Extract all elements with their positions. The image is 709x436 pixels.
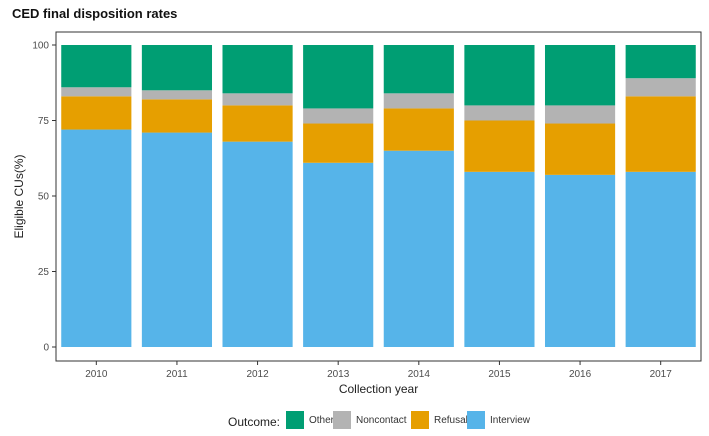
x-tick-label: 2014	[408, 369, 431, 380]
y-tick-label: 75	[38, 116, 50, 127]
bar-segment-refusal-2014	[383, 108, 454, 151]
legend-title: Outcome:	[228, 415, 281, 429]
bar-segment-interview-2010	[61, 129, 132, 347]
x-tick-label: 2016	[569, 369, 592, 380]
legend-key-noncontact	[333, 411, 351, 429]
bar-segment-interview-2017	[625, 171, 696, 347]
bar-segment-refusal-2011	[141, 99, 213, 133]
x-tick-label: 2015	[488, 369, 511, 380]
bar-segment-other-2012	[222, 45, 293, 94]
legend-key-interview	[467, 411, 485, 429]
bar-segment-noncontact-2013	[303, 108, 374, 124]
bar-segment-interview-2016	[544, 174, 616, 347]
legend-label-other: Other	[309, 415, 335, 426]
stacked-bar-chart: 0 25 50 75 100 2010 2011 2012 2013 2014 2015 2016 20…	[12, 31, 702, 396]
bar-segment-interview-2014	[383, 150, 454, 347]
x-axis-title: Collection year	[339, 382, 418, 396]
bar-segment-interview-2015	[464, 171, 535, 347]
bar-segment-refusal-2016	[544, 123, 616, 175]
y-tick-label: 0	[43, 343, 49, 354]
bar-segment-refusal-2013	[303, 123, 374, 163]
bar-segment-noncontact-2014	[383, 93, 454, 109]
bar-segment-other-2011	[141, 45, 213, 91]
bar-segment-refusal-2015	[464, 120, 535, 172]
x-tick-label: 2013	[327, 369, 350, 380]
bar-segment-noncontact-2012	[222, 93, 293, 106]
x-tick-label: 2011	[166, 369, 188, 380]
bar-segment-refusal-2010	[61, 96, 132, 130]
bar-segment-other-2013	[303, 45, 374, 109]
bar-segment-other-2014	[383, 45, 454, 94]
bar-segment-refusal-2012	[222, 105, 293, 142]
bar-segment-other-2017	[625, 45, 696, 79]
legend-label-refusal: Refusal	[434, 415, 468, 426]
bar-segment-noncontact-2011	[141, 90, 213, 100]
chart-legend: Outcome: Other Noncontact Refusal Interv…	[0, 411, 709, 433]
bar-segment-noncontact-2015	[464, 105, 535, 121]
legend-key-refusal	[411, 411, 429, 429]
bar-segment-noncontact-2016	[544, 105, 616, 124]
bar-segment-other-2016	[544, 45, 616, 106]
y-tick-label: 25	[38, 267, 50, 278]
legend-key-other	[286, 411, 304, 429]
bar-segment-interview-2013	[303, 162, 374, 347]
x-tick-label: 2010	[85, 369, 108, 380]
x-tick-label: 2012	[246, 369, 269, 380]
y-axis-title: Eligible CUs(%)	[12, 154, 26, 238]
bar-segment-other-2015	[464, 45, 535, 106]
bar-segment-noncontact-2010	[61, 87, 132, 97]
chart-title: CED final disposition rates	[12, 6, 178, 21]
bar-segment-interview-2012	[222, 141, 293, 347]
legend-label-noncontact: Noncontact	[356, 415, 407, 426]
x-tick-label: 2017	[650, 369, 673, 380]
bar-segment-refusal-2017	[625, 96, 696, 172]
bar-segment-other-2010	[61, 45, 132, 88]
legend-label-interview: Interview	[490, 415, 531, 426]
y-tick-label: 50	[38, 192, 50, 203]
bar-segment-noncontact-2017	[625, 78, 696, 97]
y-tick-label: 100	[32, 41, 49, 52]
bar-segment-interview-2011	[141, 132, 213, 347]
